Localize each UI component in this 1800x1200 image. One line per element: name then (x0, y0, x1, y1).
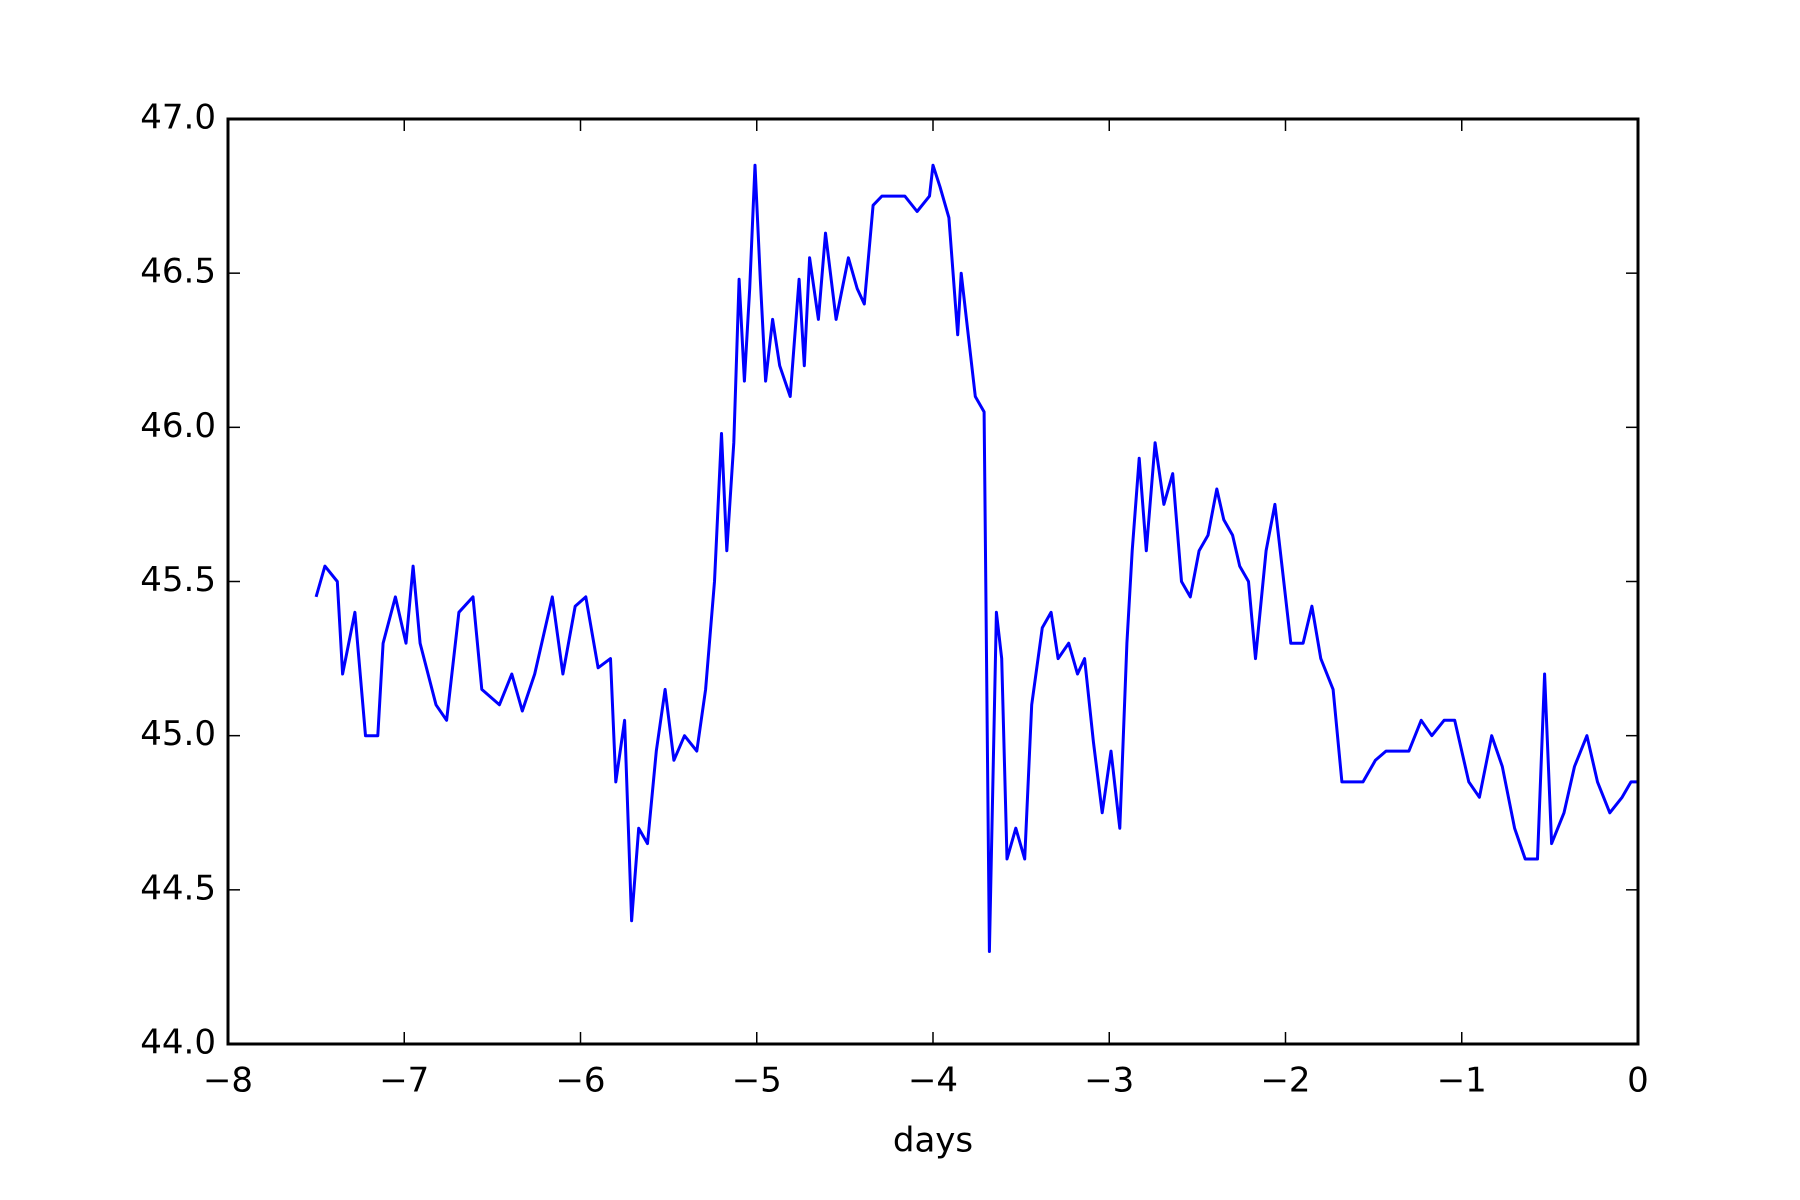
y-tick-label: 45.0 (140, 714, 216, 754)
x-tick-label: −5 (732, 1061, 782, 1101)
y-tick-label: 44.5 (140, 868, 216, 908)
y-tick-label: 46.0 (140, 406, 216, 446)
x-tick-label: −3 (1084, 1061, 1134, 1101)
y-tick-label: 46.5 (140, 252, 216, 292)
x-tick-label: −4 (908, 1061, 958, 1101)
x-tick-label: −7 (379, 1061, 429, 1101)
x-tick-label: −6 (555, 1061, 605, 1101)
data-line (314, 163, 1638, 953)
x-axis-label: days (893, 1121, 973, 1161)
x-tick-label: −1 (1437, 1061, 1487, 1101)
y-tick-label: 44.0 (140, 1023, 216, 1063)
y-tick-label: 47.0 (140, 98, 216, 138)
plot-frame (226, 117, 1640, 1046)
y-tick-label: 45.5 (140, 560, 216, 600)
x-tick-label: −2 (1260, 1061, 1310, 1101)
x-tick-label: −8 (203, 1061, 253, 1101)
x-tick-label: 0 (1627, 1061, 1649, 1101)
